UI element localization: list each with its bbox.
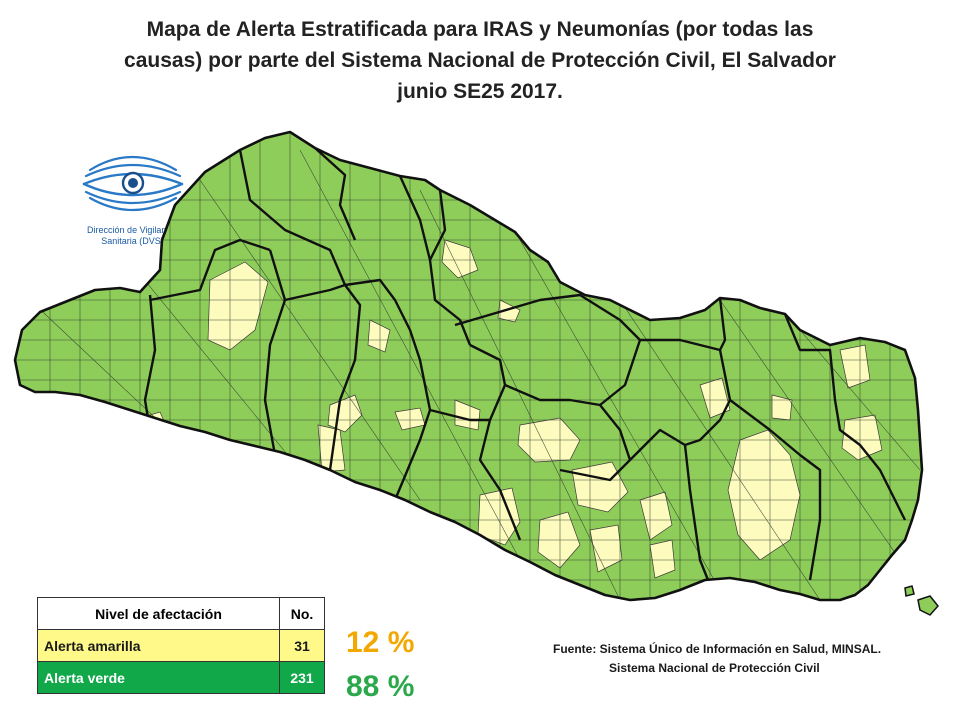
- header-no: No.: [279, 597, 325, 630]
- source-note: Fuente: Sistema Único de Información en …: [553, 640, 953, 678]
- legend-yellow-label: Alerta amarilla: [37, 629, 280, 662]
- source-line-1: Fuente: Sistema Único de Información en …: [553, 642, 882, 656]
- title-line-1: Mapa de Alerta Estratificada para IRAS y…: [146, 18, 814, 41]
- title-line-3: junio SE25 2017.: [397, 80, 563, 103]
- source-line-2: Sistema Nacional de Protección Civil: [609, 661, 820, 675]
- alert-legend-table: Nivel de afectación No. Alerta amarilla …: [37, 597, 325, 694]
- legend-row-yellow: Alerta amarilla 31: [37, 629, 325, 662]
- legend-green-label: Alerta verde: [37, 661, 280, 694]
- green-percentage: 88 %: [346, 670, 415, 703]
- legend-green-count: 231: [279, 661, 325, 694]
- eye-icon: [82, 155, 184, 212]
- el-salvador-map: [13, 130, 939, 616]
- legend-row-green: Alerta verde 231: [37, 661, 325, 694]
- logo-caption-line-1: Dirección de Vigilancia: [87, 225, 178, 235]
- dvs-logo: Dirección de Vigilancia Sanitaria (DVS): [80, 148, 185, 247]
- map-title: Mapa de Alerta Estratificada para IRAS y…: [40, 14, 920, 107]
- yellow-percentage: 12 %: [346, 626, 415, 659]
- legend-yellow-count: 31: [279, 629, 325, 662]
- title-line-2: causas) por parte del Sistema Nacional d…: [124, 49, 836, 72]
- logo-caption-line-2: Sanitaria (DVS): [101, 236, 164, 246]
- header-nivel: Nivel de afectación: [37, 597, 280, 630]
